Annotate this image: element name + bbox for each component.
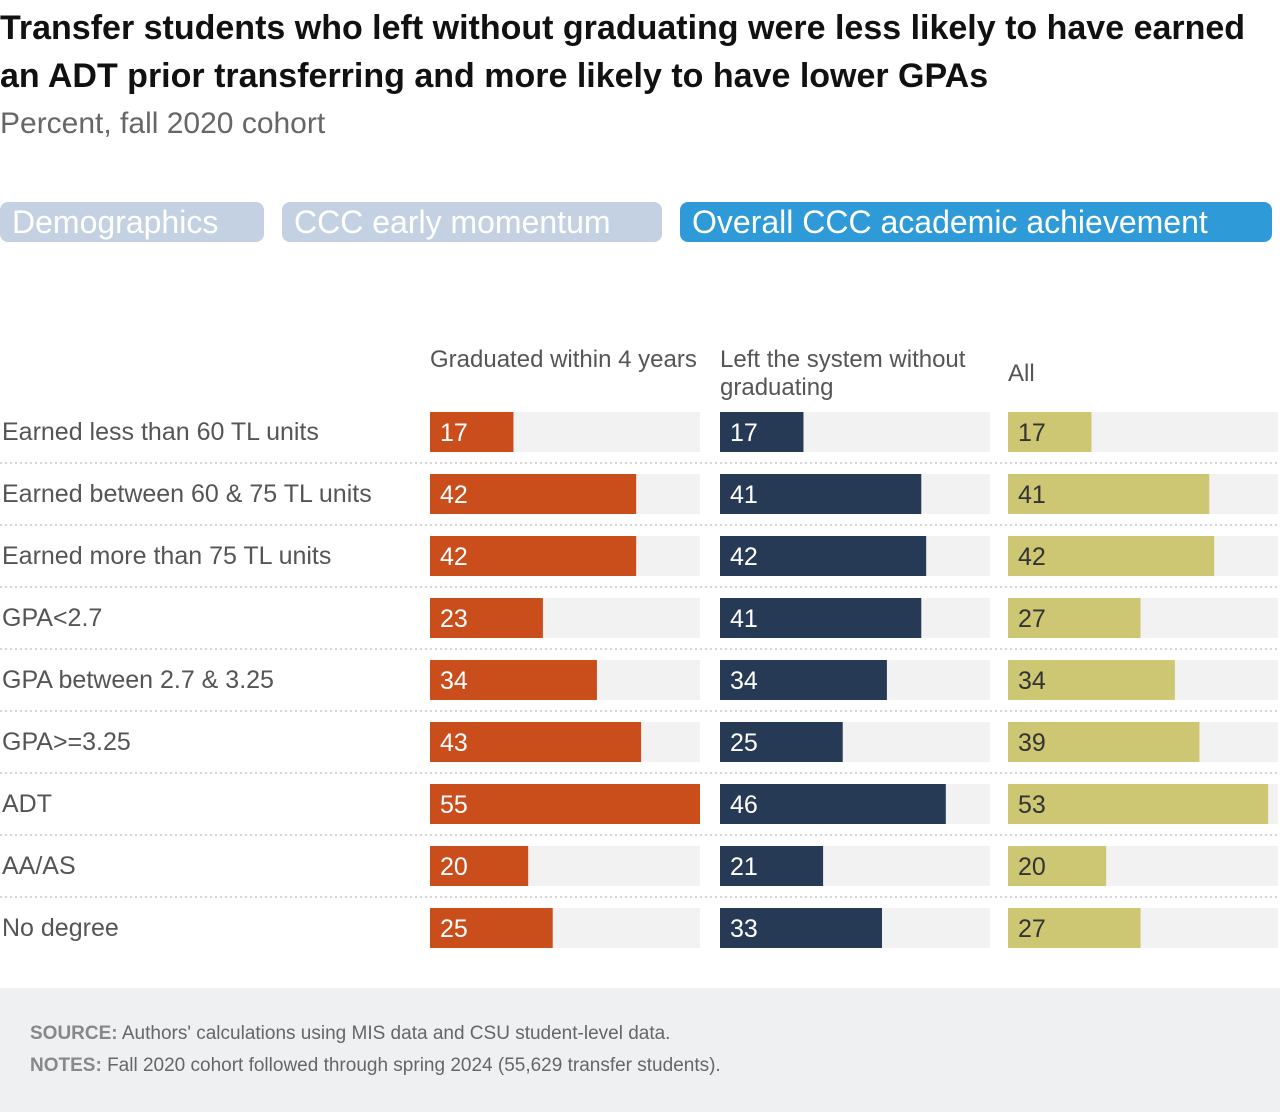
chart-title: Transfer students who left without gradu… <box>0 9 1246 95</box>
data-label: 42 <box>440 543 468 571</box>
footer: SOURCE: Authors' calculations using MIS … <box>0 988 1280 1112</box>
row-label: Earned between 60 & 75 TL units <box>2 480 372 508</box>
data-label: 34 <box>730 667 758 695</box>
column-header-graduated: Graduated within 4 years <box>430 346 697 373</box>
data-label: 34 <box>1018 667 1046 695</box>
bar <box>720 598 922 638</box>
column-header-all: All <box>1008 360 1035 387</box>
data-label: 39 <box>1018 729 1046 757</box>
source-label: SOURCE: <box>30 1023 118 1044</box>
data-label: 42 <box>730 543 758 571</box>
row-label: Earned more than 75 TL units <box>2 542 331 570</box>
bar <box>430 846 529 886</box>
data-label: 33 <box>730 915 758 943</box>
row-label: GPA between 2.7 & 3.25 <box>2 666 274 694</box>
bar <box>430 474 637 514</box>
tab-demographics[interactable]: Demographics <box>0 202 264 242</box>
data-label: 25 <box>730 729 758 757</box>
bar <box>720 784 946 824</box>
bar <box>430 412 514 452</box>
row-label: AA/AS <box>2 852 76 880</box>
bar-chart: Earned less than 60 TL units 17 17 17 Earned… <box>0 412 1280 948</box>
bar <box>1008 474 1210 514</box>
tab-ccc-early-momentum[interactable]: CCC early momentum <box>282 202 662 242</box>
bar <box>720 908 882 948</box>
bar <box>430 722 642 762</box>
notes-text: Fall 2020 cohort followed through spring… <box>107 1055 721 1076</box>
data-label: 21 <box>730 853 758 881</box>
row-label: ADT <box>2 790 52 818</box>
bar <box>720 536 927 576</box>
bar <box>1008 598 1141 638</box>
data-label: 17 <box>730 419 758 447</box>
bar <box>430 908 553 948</box>
bar <box>1008 536 1215 576</box>
bar <box>1008 908 1141 948</box>
tab-overall-ccc-academic-achievement[interactable]: Overall CCC academic achievement <box>680 202 1272 242</box>
data-label: 41 <box>730 605 758 633</box>
bar <box>430 536 637 576</box>
data-label: 27 <box>1018 915 1046 943</box>
bar <box>430 598 543 638</box>
data-label: 41 <box>730 481 758 509</box>
data-label: 34 <box>440 667 468 695</box>
bar <box>1008 412 1092 452</box>
row-label: GPA<2.7 <box>2 604 102 632</box>
column-header-left: Left the system without graduating <box>720 346 966 401</box>
row-label: No degree <box>2 914 119 942</box>
notes-note: NOTES: Fall 2020 cohort followed through… <box>30 1054 721 1078</box>
chart-subtitle: Percent, fall 2020 cohort <box>0 107 326 140</box>
data-label: 42 <box>440 481 468 509</box>
bar <box>1008 784 1269 824</box>
source-note: SOURCE: Authors' calculations using MIS … <box>30 1022 670 1046</box>
bar <box>720 846 824 886</box>
data-label: 25 <box>440 915 468 943</box>
data-label: 17 <box>1018 419 1046 447</box>
data-label: 43 <box>440 729 468 757</box>
data-label: 46 <box>730 791 758 819</box>
bar <box>1008 660 1175 700</box>
bar <box>430 784 700 824</box>
data-label: 27 <box>1018 605 1046 633</box>
bar <box>1008 846 1107 886</box>
bar <box>720 412 804 452</box>
notes-label: NOTES: <box>30 1055 102 1076</box>
bar <box>1008 722 1200 762</box>
bar <box>430 660 597 700</box>
source-text: Authors' calculations using MIS data and… <box>121 1023 671 1044</box>
data-label: 53 <box>1018 791 1046 819</box>
bar <box>720 722 843 762</box>
data-label: 41 <box>1018 481 1046 509</box>
data-label: 20 <box>1018 853 1046 881</box>
bar <box>720 474 922 514</box>
data-label: 23 <box>440 605 468 633</box>
bar <box>720 660 887 700</box>
data-label: 42 <box>1018 543 1046 571</box>
data-label: 17 <box>440 419 468 447</box>
row-label: GPA>=3.25 <box>2 728 131 756</box>
row-label: Earned less than 60 TL units <box>2 418 319 446</box>
data-label: 20 <box>440 853 468 881</box>
data-label: 55 <box>440 791 468 819</box>
